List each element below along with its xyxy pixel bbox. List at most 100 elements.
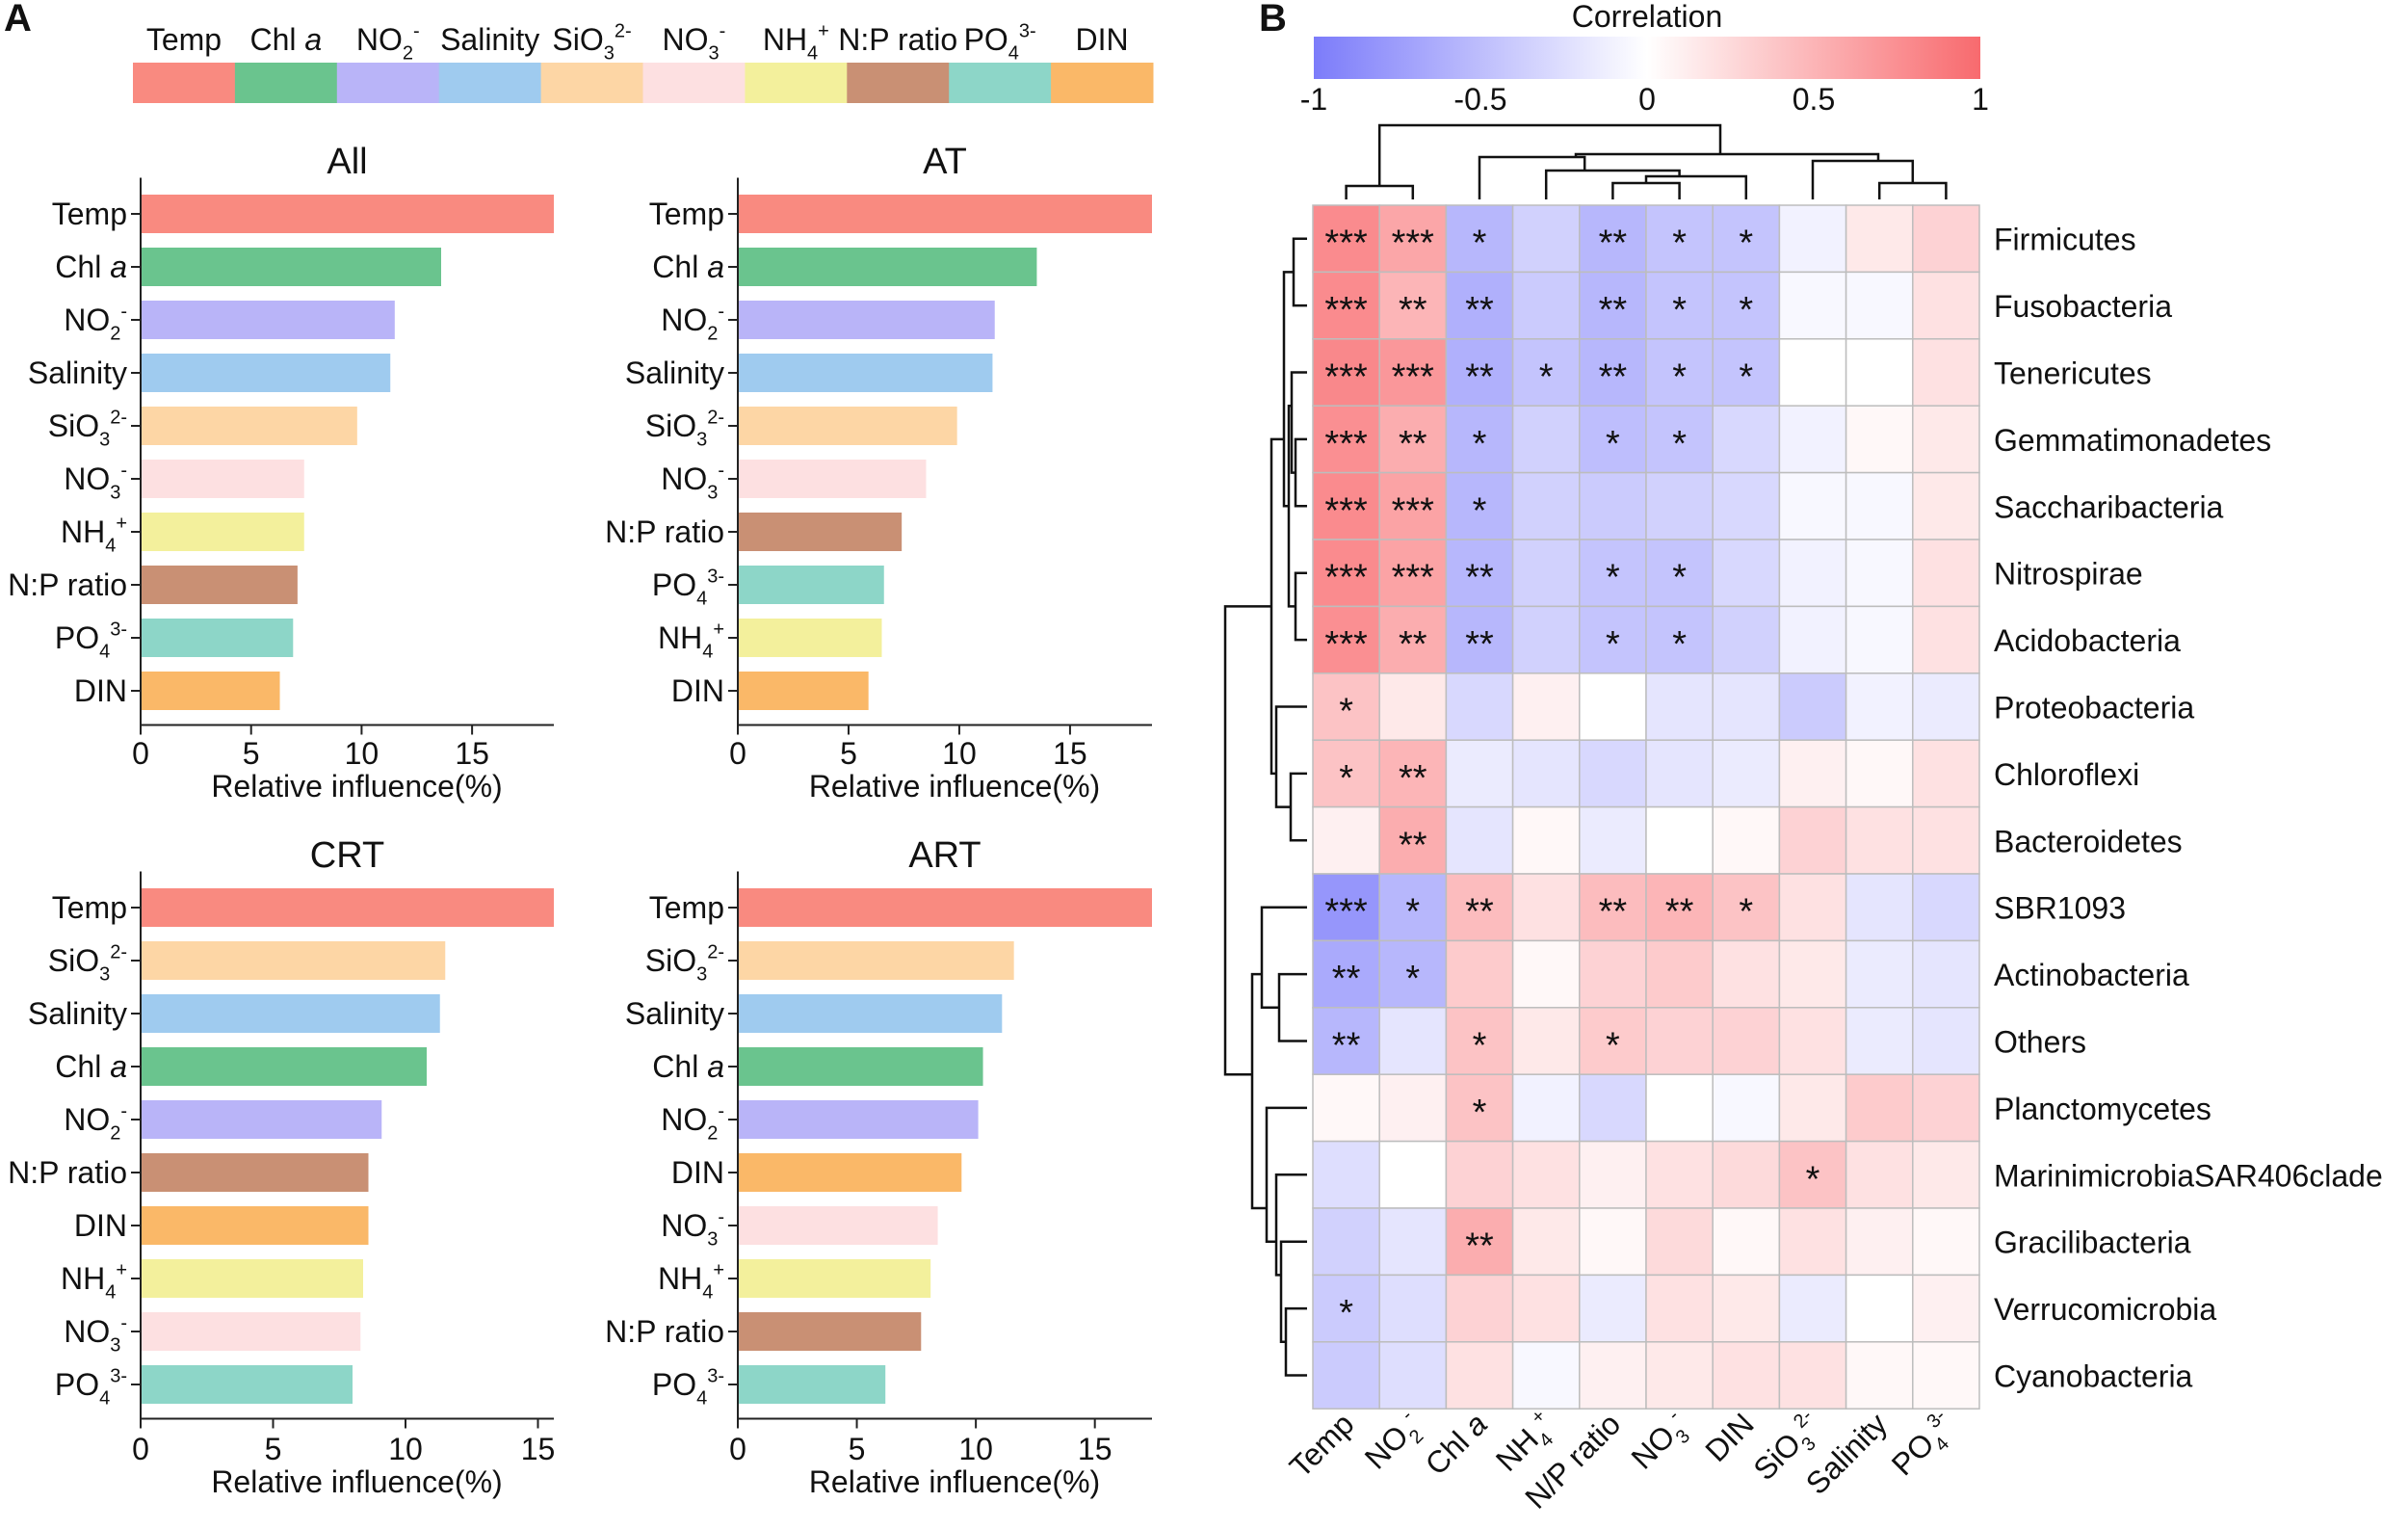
heatmap-cell <box>1378 672 1448 741</box>
bar-no3 <box>142 460 304 498</box>
significance-mark: * <box>1806 1159 1820 1199</box>
y-tick-label-temp: Temp <box>649 197 724 231</box>
significance-mark: ** <box>1399 290 1427 330</box>
bar-no3 <box>739 460 927 498</box>
significance-mark: * <box>1739 892 1753 933</box>
row-label-actinobacteria: Actinobacteria <box>1994 958 2189 992</box>
y-tick-label-salinity: Salinity <box>625 996 724 1031</box>
row-label-acidobacteria: Acidobacteria <box>1994 623 2181 658</box>
column-label-no3: NO3- <box>1624 1406 1699 1481</box>
label-part-: - <box>720 21 726 42</box>
colorbar-tick-label: -1 <box>1300 82 1327 117</box>
heatmap-cell <box>1845 1274 1914 1343</box>
significance-mark: * <box>1539 357 1554 398</box>
label-part-2: 2 <box>707 324 718 345</box>
heatmap-cell <box>1579 873 1647 942</box>
bar-din <box>739 1153 962 1192</box>
y-tick-label-salinity: Salinity <box>625 356 724 390</box>
bar-chl-a <box>739 1047 983 1086</box>
significance-mark: ** <box>1399 758 1427 799</box>
heatmap-cell <box>1778 1140 1847 1209</box>
significance-mark: ** <box>1332 1026 1361 1067</box>
bar-temp <box>739 195 1152 233</box>
significance-mark: ** <box>1332 959 1361 999</box>
row-dendrogram-branch <box>1250 972 1267 1210</box>
y-tick-label-temp: Temp <box>52 197 127 231</box>
label-part-n-p-ratio: N/P ratio <box>1518 1407 1627 1516</box>
label-part-n-p-ratio: N:P ratio <box>8 567 127 602</box>
heatmap-cell <box>1579 1341 1647 1410</box>
label-part-chl: Chl <box>652 1049 707 1084</box>
label-part-2: 2 <box>110 324 120 345</box>
heatmap-cell <box>1912 338 1980 407</box>
label-part-3: 3- <box>110 1366 127 1387</box>
heatmap-cell <box>1912 739 1980 808</box>
x-axis-label: Relative influence(%) <box>809 1464 1100 1499</box>
heatmap-cell <box>1845 471 1914 540</box>
column-label-no2: NO2- <box>1357 1406 1432 1481</box>
column-dendrogram-branch <box>1611 181 1681 199</box>
heatmap-cell <box>1511 939 1581 1009</box>
x-tick-label: 5 <box>849 1432 866 1466</box>
heatmap-cell <box>1712 405 1781 474</box>
label-part-temp: Temp <box>649 197 724 231</box>
heatmap-cell <box>1579 1073 1647 1143</box>
label-part-4: 4 <box>696 589 707 610</box>
significance-mark: * <box>1473 424 1487 464</box>
heatmap-cell <box>1445 1207 1514 1277</box>
heatmap-cell <box>1778 805 1847 875</box>
bar-sio3-2 <box>739 407 957 445</box>
row-label-cyanobacteria: Cyanobacteria <box>1994 1359 2193 1394</box>
y-tick-label-n-p-ratio: N:P ratio <box>605 1314 724 1349</box>
heatmap-cell <box>1712 1140 1781 1209</box>
heatmap-cell <box>1778 1341 1847 1410</box>
significance-mark: * <box>1473 490 1487 531</box>
y-tick-label-din: DIN <box>74 673 127 708</box>
heatmap-cell <box>1645 1207 1714 1277</box>
heatmap-cell <box>1912 939 1980 1009</box>
significance-mark: * <box>1672 558 1687 598</box>
column-dendrogram-branch <box>1345 184 1415 199</box>
heatmap-cell <box>1511 204 1581 274</box>
row-dendrogram-branch <box>1223 605 1271 1076</box>
significance-mark: * <box>1405 959 1420 999</box>
heatmap-cell <box>1312 1140 1380 1209</box>
heatmap-cell <box>1445 1274 1514 1343</box>
label-part-salinity: Salinity <box>440 22 539 57</box>
significance-mark: * <box>1739 224 1753 264</box>
significance-mark: * <box>1473 1026 1487 1067</box>
label-part-: + <box>818 21 829 42</box>
significance-mark: * <box>1672 424 1687 464</box>
legend-swatch-sio3-2 <box>540 63 643 103</box>
heatmap-cell <box>1845 204 1914 274</box>
heatmap-cell <box>1312 1207 1380 1277</box>
heatmap-cell <box>1378 1140 1448 1209</box>
heatmap-cell <box>1778 672 1847 741</box>
label-part-no: NO <box>356 22 403 57</box>
heatmap-cell <box>1912 873 1980 942</box>
significance-mark: ** <box>1465 558 1494 598</box>
label-part-3: 3 <box>709 43 720 65</box>
heatmap-cell <box>1778 605 1847 674</box>
row-label-tenericutes: Tenericutes <box>1994 356 2152 391</box>
label-part-4: 4 <box>702 1282 713 1304</box>
heatmap-cell <box>1778 338 1847 407</box>
heatmap-cell <box>1845 739 1914 808</box>
y-tick-label-temp: Temp <box>649 890 724 925</box>
label-part-4: 4 <box>99 1388 110 1410</box>
colorbar-title: Correlation <box>1572 0 1723 34</box>
row-label-planctomycetes: Planctomycetes <box>1994 1092 2212 1126</box>
significance-mark: * <box>1339 758 1353 799</box>
bar-no3 <box>142 1312 361 1351</box>
row-dendrogram-branch <box>1292 237 1307 307</box>
heatmap-cell <box>1645 672 1714 741</box>
heatmap-cell <box>1378 1007 1448 1075</box>
heatmap-cell <box>1778 271 1847 340</box>
label-part-din: DIN <box>671 673 724 708</box>
bar-sio3-2 <box>142 941 446 980</box>
label-part-sio: SiO <box>645 943 696 978</box>
label-part-din: DIN <box>74 1208 127 1243</box>
label-part-4: 4 <box>99 642 110 663</box>
